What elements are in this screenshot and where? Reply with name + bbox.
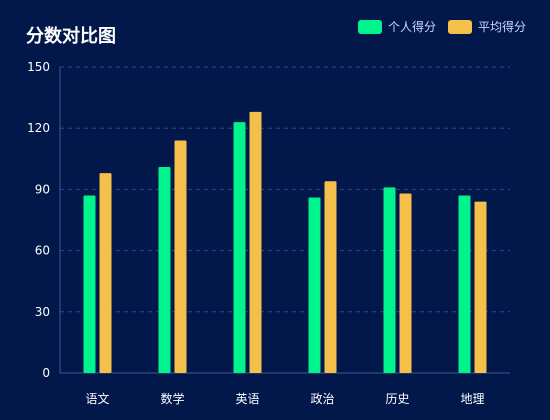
legend-swatch-average: [447, 19, 472, 34]
y-tick-label: 90: [35, 182, 50, 196]
y-tick-label: 0: [42, 366, 50, 380]
bar-average: [174, 140, 187, 373]
legend: 个人得分 平均得分: [357, 18, 526, 35]
y-tick-label: 60: [35, 244, 50, 258]
legend-item-average[interactable]: 平均得分: [447, 18, 526, 35]
legend-label-personal: 个人得分: [387, 20, 436, 34]
bar-average: [324, 181, 337, 373]
bar-personal: [383, 187, 396, 373]
bar-personal: [233, 122, 246, 373]
bar-personal: [308, 197, 321, 373]
y-tick-label: 30: [35, 305, 50, 319]
x-tick-label: 地理: [460, 392, 484, 406]
x-tick-label: 数学: [160, 391, 184, 406]
y-tick-label: 120: [27, 121, 50, 135]
bar-average: [249, 111, 262, 373]
legend-swatch-personal: [357, 19, 382, 34]
bar-personal: [158, 166, 171, 373]
x-tick-label: 历史: [385, 392, 409, 406]
bar-average: [99, 173, 112, 373]
bar-average: [399, 193, 412, 373]
legend-label-average: 平均得分: [477, 20, 526, 34]
x-tick-label: 语文: [85, 391, 109, 406]
x-tick-label: 政治: [310, 392, 334, 406]
x-tick-label: 英语: [235, 392, 259, 406]
bar-personal: [83, 195, 96, 373]
y-tick-label: 150: [27, 60, 50, 74]
chart-title: 分数对比图: [26, 26, 116, 47]
bar-personal: [458, 195, 471, 373]
legend-item-personal[interactable]: 个人得分: [357, 18, 436, 35]
bar-average: [474, 201, 487, 373]
